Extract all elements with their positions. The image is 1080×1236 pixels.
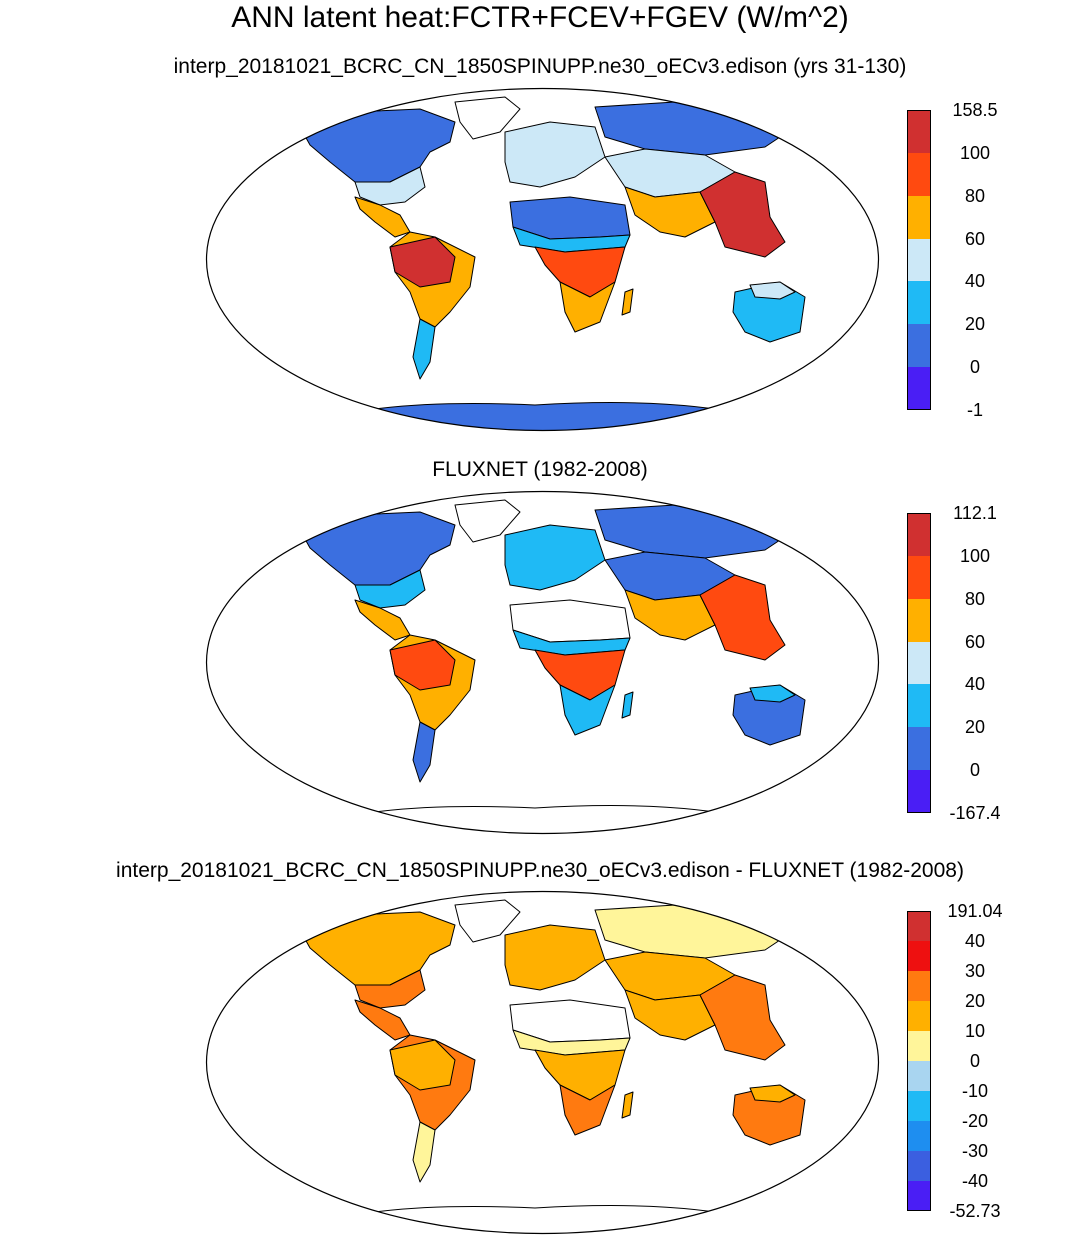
colorbar-tick-label: -10 xyxy=(961,1081,988,1101)
colorbar-tick-label: 10 xyxy=(964,1021,986,1041)
region-australia-north xyxy=(749,1084,796,1103)
region-europe xyxy=(504,924,606,991)
panel-2-map xyxy=(205,490,880,835)
region-sahel xyxy=(512,226,631,253)
region-usa-east xyxy=(354,166,426,206)
region-amazon xyxy=(389,639,456,691)
colorbar-tick-label: 40 xyxy=(964,271,986,292)
region-se-asia xyxy=(699,574,786,661)
region-greenland xyxy=(454,499,521,543)
colorbar-tick-label: 20 xyxy=(964,717,986,738)
panel-1-subtitle: interp_20181021_BCRC_CN_1850SPINUPP.ne30… xyxy=(173,55,907,78)
region-patagonia xyxy=(412,721,436,783)
colorbar-tick-label: 80 xyxy=(964,588,986,609)
region-madagascar xyxy=(621,1091,634,1119)
region-southern-africa xyxy=(559,281,616,333)
colorbar-tick-label: 40 xyxy=(964,931,986,951)
panel-3-subtitle: interp_20181021_BCRC_CN_1850SPINUPP.ne30… xyxy=(116,859,964,882)
region-europe xyxy=(504,121,606,188)
region-south-asia xyxy=(624,589,716,641)
figure-title: ANN latent heat:FCTR+FCEV+FGEV (W/m^2) xyxy=(231,1,849,34)
colorbar-swatch xyxy=(907,152,931,196)
colorbar-tick-label: 20 xyxy=(964,314,986,335)
colorbar-swatch xyxy=(907,555,931,599)
region-southern-africa xyxy=(559,684,616,736)
region-central-america xyxy=(354,599,411,641)
region-sahel xyxy=(512,1029,631,1056)
map-projection-border xyxy=(205,87,880,432)
region-greenland xyxy=(454,96,521,140)
colorbar-tick-label: -167.4 xyxy=(949,803,1001,823)
colorbar-tick-label: 0 xyxy=(969,357,980,378)
colorbar-tick-label: 20 xyxy=(964,991,986,1011)
region-siberia xyxy=(594,101,796,156)
colorbar-tick-label: 60 xyxy=(964,631,986,652)
region-australia-north xyxy=(749,281,796,300)
colorbar-tick-label: 0 xyxy=(969,1051,980,1071)
region-antarctica xyxy=(329,1205,751,1234)
colorbar-tick-label: 112.1 xyxy=(953,503,997,523)
panel-2-subtitle: FLUXNET (1982-2008) xyxy=(432,458,648,481)
colorbar-tick-label: 0 xyxy=(969,760,980,781)
region-north-america xyxy=(299,108,456,183)
panel-3-map xyxy=(205,890,880,1235)
panel-1-map xyxy=(205,87,880,432)
region-antarctica xyxy=(329,805,751,834)
colorbar-frame xyxy=(907,911,931,1211)
colorbar-tick-label: 100 xyxy=(959,142,991,163)
region-north-america xyxy=(299,911,456,986)
region-europe xyxy=(504,524,606,591)
region-greenland xyxy=(454,899,521,943)
region-australia-north xyxy=(749,684,796,703)
colorbar-tick-label: 30 xyxy=(964,961,986,981)
region-sahel xyxy=(512,629,631,656)
colorbar-swatch xyxy=(907,1031,931,1061)
colorbar-tick-label: 191.04 xyxy=(947,901,1003,921)
region-amazon xyxy=(389,236,456,288)
colorbar-tick-label: -20 xyxy=(961,1111,988,1131)
colorbar-tick-label: -52.73 xyxy=(949,1201,1001,1221)
region-se-asia xyxy=(699,171,786,258)
region-se-asia xyxy=(699,974,786,1061)
region-central-america xyxy=(354,196,411,238)
colorbar-swatch xyxy=(907,1151,931,1181)
region-madagascar xyxy=(621,691,634,719)
region-antarctica xyxy=(329,402,751,431)
colorbar-tick-label: 100 xyxy=(959,545,991,566)
colorbar-tick-label: 80 xyxy=(964,185,986,206)
colorbar-tick-label: 40 xyxy=(964,674,986,695)
colorbar-tick-label: -30 xyxy=(961,1141,988,1161)
region-south-asia xyxy=(624,989,716,1041)
colorbar-tick-label: 158.5 xyxy=(952,100,998,120)
region-madagascar xyxy=(621,288,634,316)
region-usa-east xyxy=(354,569,426,609)
region-patagonia xyxy=(412,318,436,380)
map-projection-border xyxy=(205,890,880,1235)
colorbar-frame xyxy=(907,513,931,813)
region-amazon xyxy=(389,1039,456,1091)
region-siberia xyxy=(594,504,796,559)
region-south-asia xyxy=(624,186,716,238)
region-central-america xyxy=(354,999,411,1041)
colorbar-tick-label: 60 xyxy=(964,228,986,249)
region-southern-africa xyxy=(559,1084,616,1136)
colorbar-tick-label: -40 xyxy=(961,1171,988,1191)
region-north-america xyxy=(299,511,456,586)
map-projection-border xyxy=(205,490,880,835)
colorbar-frame xyxy=(907,110,931,410)
region-siberia xyxy=(594,904,796,959)
region-usa-east xyxy=(354,969,426,1009)
colorbar-tick-label: -1 xyxy=(966,400,983,420)
region-patagonia xyxy=(412,1121,436,1183)
